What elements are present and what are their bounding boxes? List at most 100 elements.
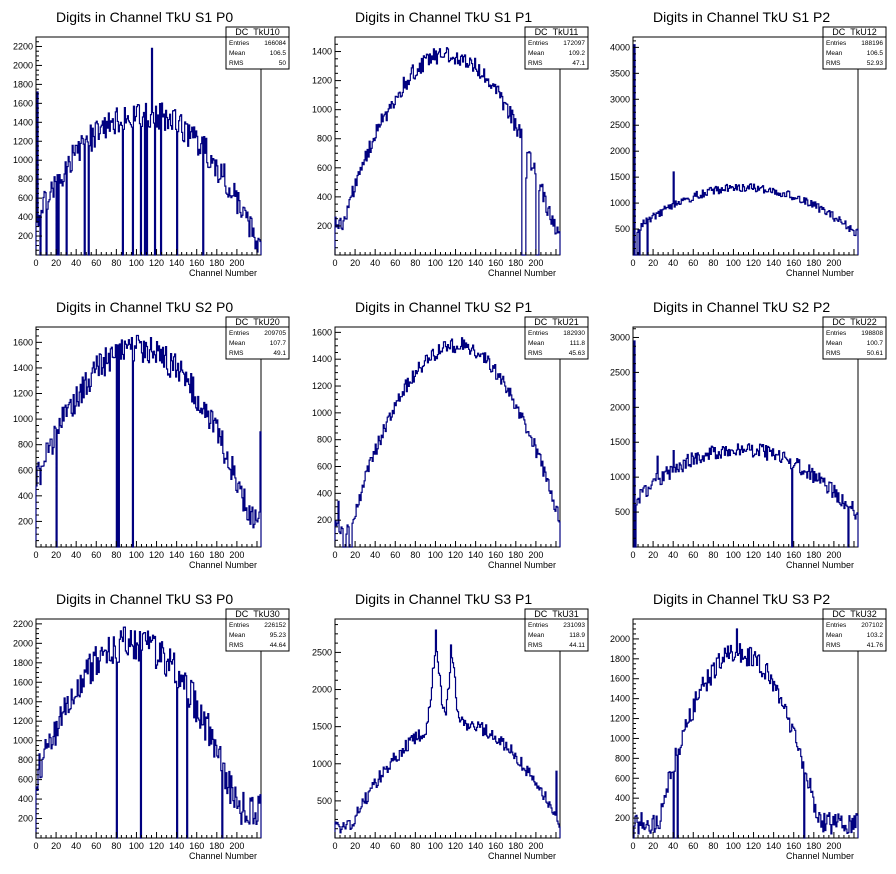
- stats-box: DC_TkU31 Entries 231093 Mean 118.9 RMS 44.11: [524, 608, 589, 652]
- y-tick-label: 1200: [13, 716, 33, 726]
- histogram-line: [35, 334, 262, 548]
- x-tick-label: 20: [51, 550, 61, 560]
- y-tick-label: 3000: [610, 94, 630, 104]
- stats-value-rms: 50: [279, 60, 287, 67]
- stats-value-rms: 45.63: [569, 350, 586, 357]
- x-axis-label: Channel Number: [189, 268, 257, 278]
- plot-frame: [334, 618, 561, 839]
- x-tick-label: 40: [370, 550, 380, 560]
- y-tick-label: 1000: [312, 759, 332, 769]
- histogram-line: [633, 628, 859, 839]
- x-tick-label: 60: [688, 841, 698, 851]
- stats-box: DC_TkU12 Entries 188196 Mean 106.5 RMS 52.93: [822, 26, 887, 70]
- stats-label-rms: RMS: [528, 60, 543, 67]
- x-tick-label: 100: [129, 258, 144, 268]
- y-tick-label: 200: [18, 231, 33, 241]
- stats-value-rms: 50.61: [867, 350, 884, 357]
- x-tick-label: 140: [766, 841, 781, 851]
- x-tick-label: 180: [806, 550, 821, 560]
- stats-value-mean: 118.9: [569, 632, 585, 639]
- stats-value-mean: 111.8: [570, 340, 586, 347]
- stats-value-entries: 198808: [861, 330, 883, 337]
- x-tick-label: 100: [129, 841, 144, 851]
- stats-label-mean: Mean: [528, 340, 545, 347]
- stats-label-entries: Entries: [528, 330, 549, 337]
- x-tick-label: 100: [726, 550, 741, 560]
- histogram-panel-DC_TkU12: 0 20 40 60 80 100 120 140 160 180 200 500 1000 1500 20…: [610, 9, 887, 278]
- y-tick-label: 800: [18, 440, 33, 450]
- stats-label-entries: Entries: [528, 40, 549, 47]
- y-tick-label: 2000: [13, 60, 33, 70]
- stats-value-rms: 41.76: [867, 642, 884, 649]
- x-tick-label: 120: [149, 841, 164, 851]
- x-axis-label: Channel Number: [786, 560, 854, 570]
- x-axis-label: Channel Number: [488, 560, 556, 570]
- y-tick-label: 800: [317, 435, 332, 445]
- y-tick-label: 1000: [610, 198, 630, 208]
- x-tick-label: 140: [468, 550, 483, 560]
- stats-histogram-name: DC_TkU11: [535, 27, 579, 37]
- stats-histogram-name: DC_TkU20: [235, 317, 280, 327]
- stats-value-mean: 103.2: [867, 632, 884, 639]
- y-tick-label: 200: [18, 516, 33, 526]
- x-tick-label: 80: [111, 550, 121, 560]
- x-tick-label: 160: [488, 841, 503, 851]
- histogram-panel-DC_TkU20: 0 20 40 60 80 100 120 140 160 180 200 200 400 600 800 1…: [13, 299, 290, 570]
- y-tick-label: 500: [615, 507, 630, 517]
- chart-title: Digits in Channel TkU S1 P0: [56, 9, 233, 25]
- stats-value-entries: 209705: [264, 330, 286, 337]
- x-tick-label: 180: [209, 550, 224, 560]
- y-tick-label: 800: [18, 755, 33, 765]
- stats-label-entries: Entries: [229, 330, 250, 337]
- x-tick-label: 180: [806, 258, 821, 268]
- y-tick-label: 400: [615, 793, 630, 803]
- stats-histogram-name: DC_TkU30: [235, 609, 280, 619]
- x-axis-label: Channel Number: [189, 560, 257, 570]
- x-tick-label: 120: [448, 841, 463, 851]
- plot-frame: [35, 36, 262, 256]
- histogram-panel-DC_TkU21: 0 20 40 60 80 100 120 140 160 180 200 200 400 600 800 1…: [312, 299, 589, 570]
- x-tick-label: 180: [508, 841, 523, 851]
- stats-label-rms: RMS: [826, 642, 841, 649]
- chart-title: Digits in Channel TkU S3 P0: [56, 591, 233, 607]
- stats-value-mean: 107.7: [270, 340, 287, 347]
- plot-frame: [632, 618, 859, 839]
- y-tick-label: 1000: [312, 105, 332, 115]
- x-tick-label: 100: [428, 841, 443, 851]
- x-tick-label: 40: [668, 550, 678, 560]
- stats-value-rms: 44.64: [270, 642, 287, 649]
- x-tick-label: 80: [410, 550, 420, 560]
- histogram-panel-DC_TkU32: 0 20 40 60 80 100 120 140 160 180 200 200 400 600 800 1…: [610, 591, 887, 861]
- x-tick-label: 80: [708, 550, 718, 560]
- y-tick-label: 200: [615, 813, 630, 823]
- stats-value-entries: 166084: [264, 40, 286, 47]
- x-tick-label: 20: [51, 841, 61, 851]
- stats-value-rms: 49.1: [273, 350, 286, 357]
- x-tick-label: 200: [528, 841, 543, 851]
- stats-box: DC_TkU10 Entries 166084 Mean 106.5 RMS 50: [225, 26, 290, 70]
- x-tick-label: 0: [630, 841, 635, 851]
- x-tick-label: 20: [648, 258, 658, 268]
- y-tick-label: 600: [18, 465, 33, 475]
- x-tick-label: 180: [209, 258, 224, 268]
- stats-label-entries: Entries: [826, 40, 847, 47]
- y-tick-label: 1000: [13, 155, 33, 165]
- x-tick-label: 160: [488, 550, 503, 560]
- x-tick-label: 180: [508, 550, 523, 560]
- stats-label-mean: Mean: [826, 340, 843, 347]
- x-tick-label: 200: [229, 841, 244, 851]
- stats-histogram-name: DC_TkU22: [832, 317, 877, 327]
- y-tick-label: 2200: [13, 41, 33, 51]
- x-tick-label: 200: [528, 258, 543, 268]
- y-tick-label: 1200: [13, 136, 33, 146]
- chart-title: Digits in Channel TkU S2 P0: [56, 299, 233, 315]
- stats-value-mean: 100.7: [867, 340, 884, 347]
- x-tick-label: 60: [91, 841, 101, 851]
- stats-box: DC_TkU22 Entries 198808 Mean 100.7 RMS 50.61: [822, 316, 887, 360]
- x-tick-label: 200: [826, 841, 841, 851]
- histogram-line: [35, 626, 262, 839]
- histogram-panel-DC_TkU31: 0 20 40 60 80 100 120 140 160 180 200 500 1000 1500 20…: [312, 591, 589, 861]
- stats-label-entries: Entries: [826, 622, 847, 629]
- stats-label-mean: Mean: [229, 50, 246, 57]
- x-tick-label: 0: [33, 258, 38, 268]
